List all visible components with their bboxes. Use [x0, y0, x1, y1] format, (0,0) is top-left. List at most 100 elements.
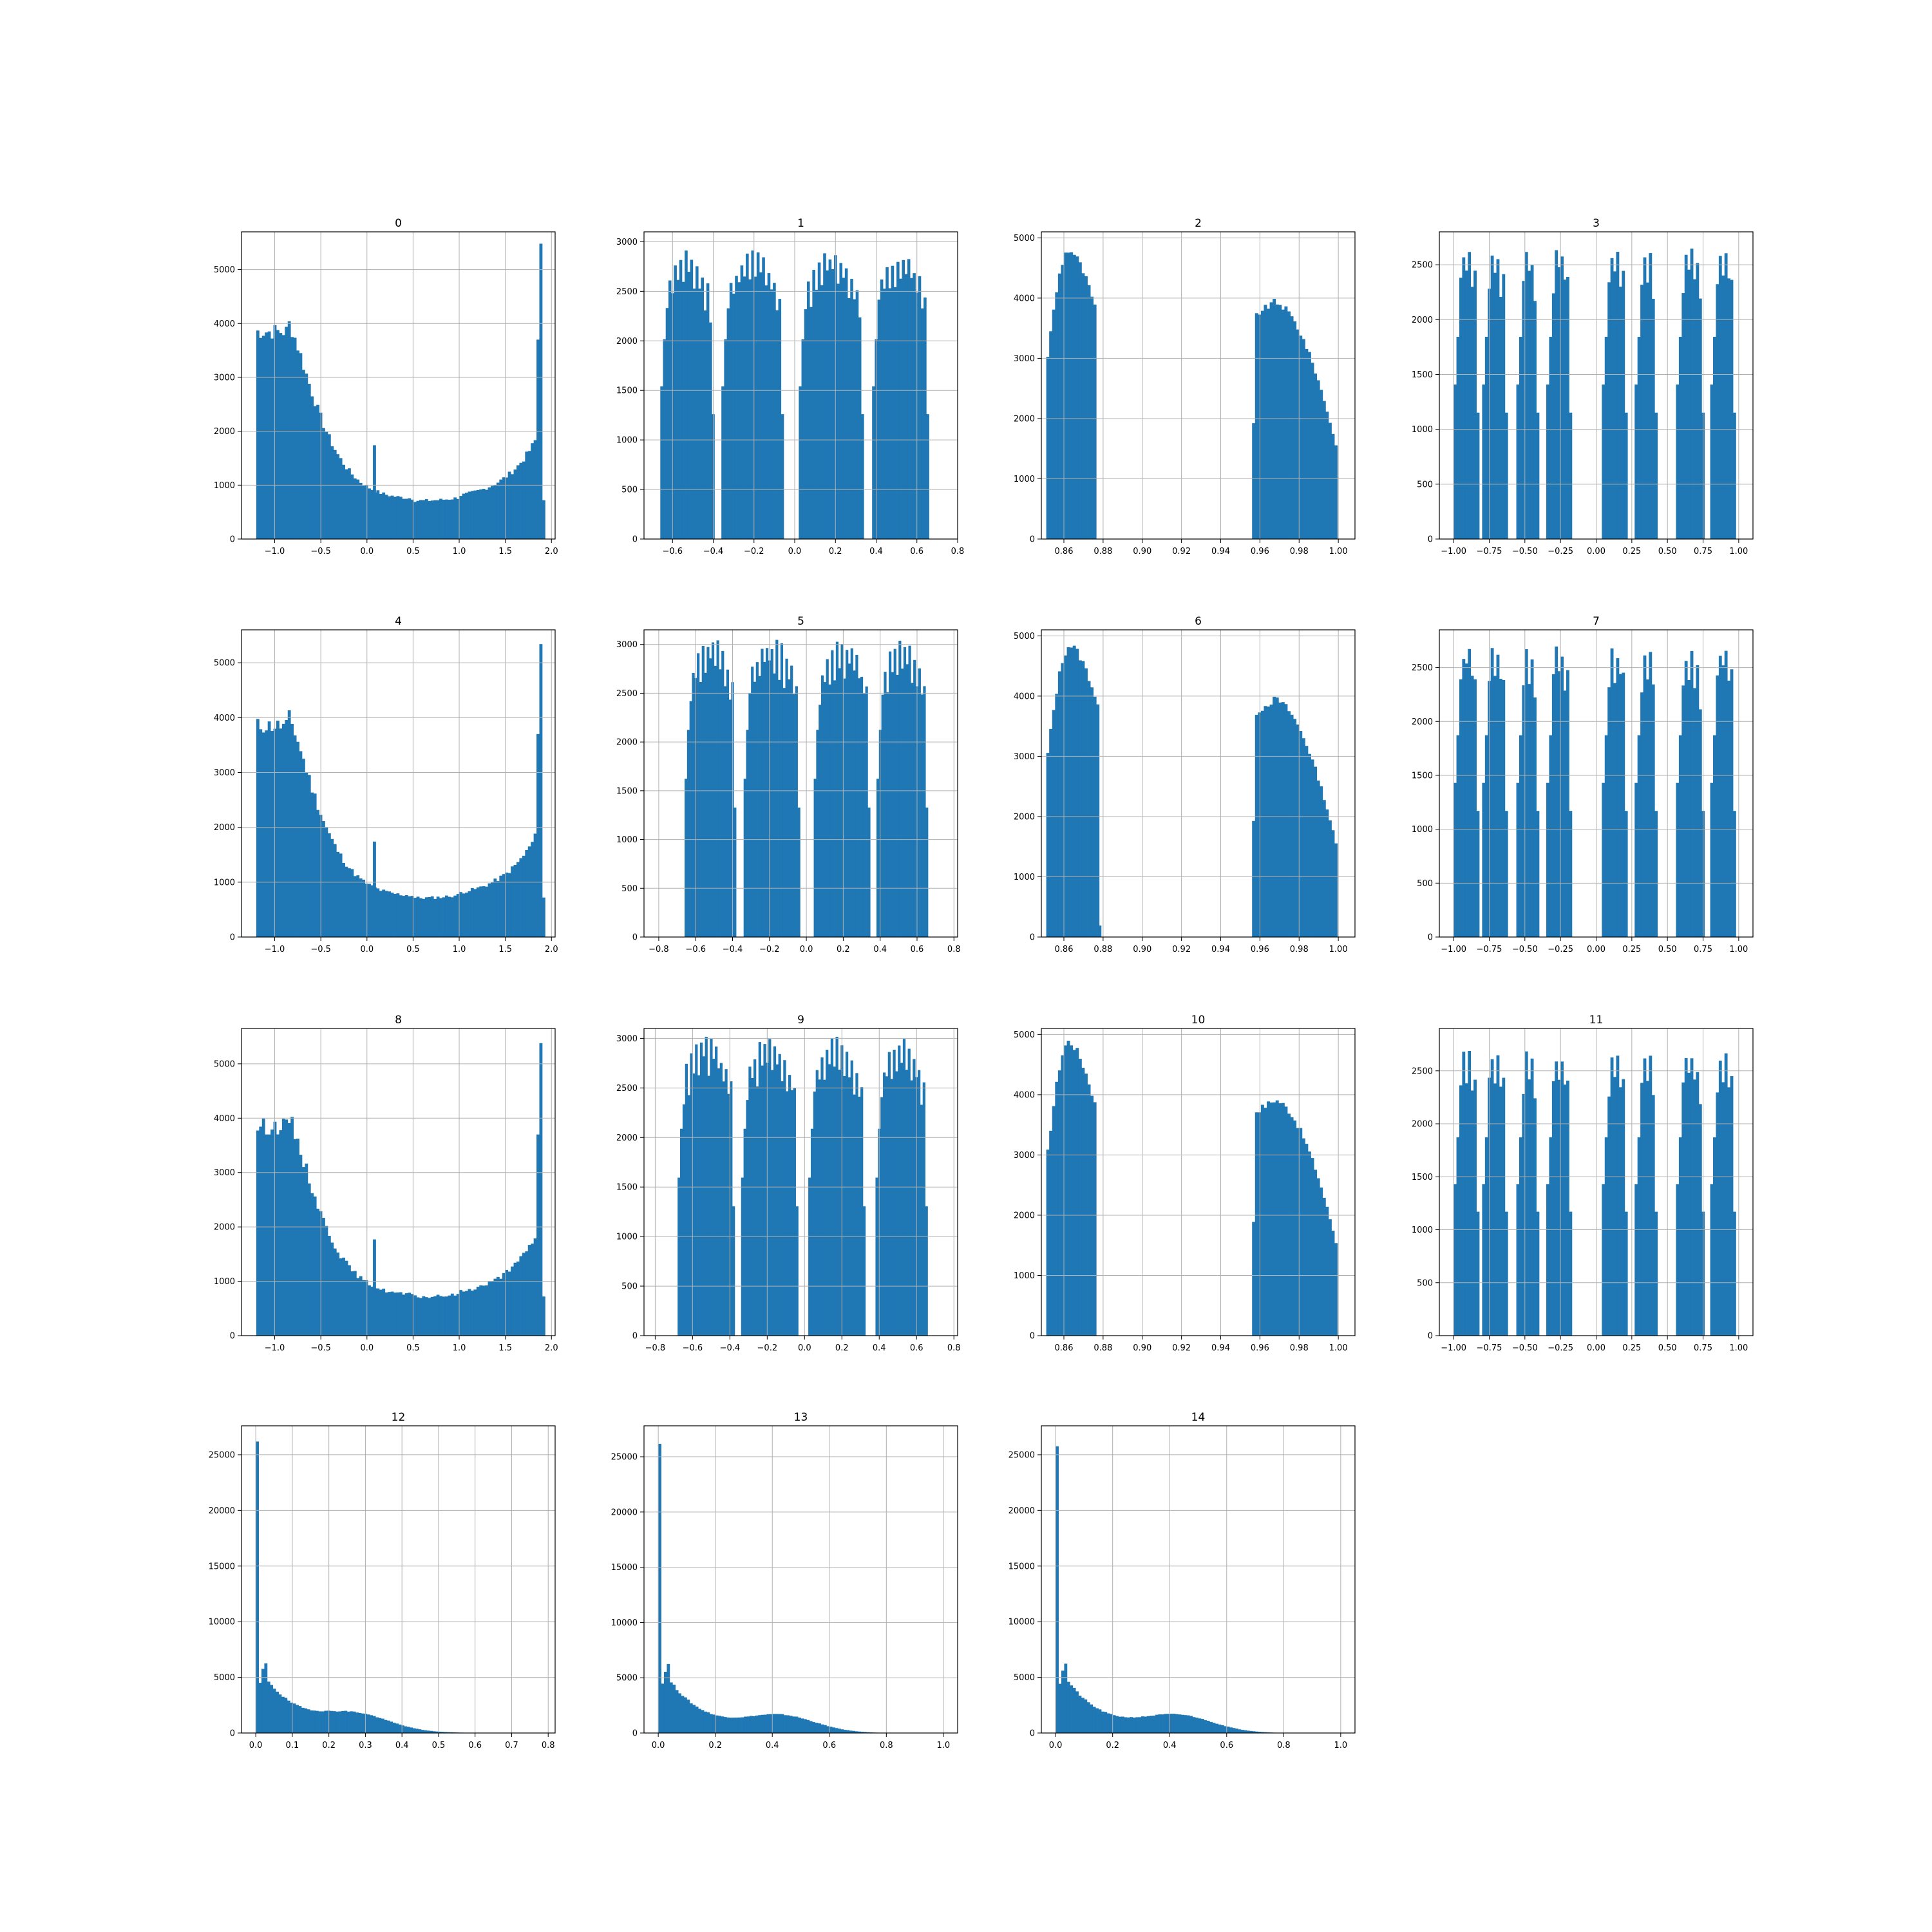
histogram-bar [783, 1715, 787, 1733]
histogram-bar [265, 332, 269, 539]
histogram-bar [755, 662, 759, 937]
histogram-bar [838, 1069, 841, 1336]
histogram-bar [771, 1070, 774, 1336]
histogram-bar [333, 844, 337, 937]
histogram-bar [1320, 390, 1323, 539]
histogram-bar [1676, 384, 1680, 539]
histogram-bar [1260, 710, 1264, 937]
histogram-bar [493, 1278, 497, 1336]
histogram-bar [1264, 1732, 1267, 1733]
histogram-bar [785, 658, 788, 937]
histogram-bar [833, 1066, 836, 1336]
histogram-bar [531, 842, 535, 937]
histogram-bar [855, 290, 859, 539]
histogram-bar [1302, 1138, 1305, 1336]
histogram-bar [368, 488, 371, 539]
histogram-bar [844, 268, 848, 539]
histogram-bar [812, 270, 815, 539]
histogram-bar [893, 1049, 896, 1336]
histogram-bar [920, 1104, 923, 1336]
histogram-bar [382, 492, 386, 539]
histogram-title: 14 [1191, 1411, 1206, 1424]
histogram-bar [479, 886, 483, 937]
histogram-bar [386, 1720, 390, 1733]
y-tick-label: 25000 [209, 1450, 235, 1460]
histogram-bar [1322, 800, 1326, 937]
histogram-bar [775, 639, 779, 937]
histogram-bar [1566, 670, 1569, 937]
y-tick-label: 1000 [1014, 475, 1035, 484]
histogram-bar [1057, 273, 1061, 539]
x-tick-label: 0.0 [652, 1741, 665, 1750]
histogram-bar [333, 1248, 337, 1336]
histogram-bar [1307, 753, 1311, 937]
histogram-bar [1058, 1683, 1062, 1733]
histogram-bar [850, 648, 853, 937]
histogram-bar [479, 1285, 483, 1336]
histogram-bar [1258, 1732, 1262, 1733]
x-tick-label: −0.50 [1512, 1343, 1538, 1353]
histogram-bar [345, 1260, 348, 1336]
histogram-bar [1311, 1158, 1314, 1336]
x-tick-label: 0.7 [505, 1741, 518, 1750]
histogram-bar [356, 479, 360, 539]
x-tick-label: 0.00 [1587, 1343, 1605, 1353]
x-tick-label: −0.4 [723, 945, 743, 954]
histogram-bar [687, 730, 690, 937]
histogram-bar [766, 1714, 770, 1733]
histogram-bar [1212, 1723, 1216, 1733]
histogram-bar [1204, 1720, 1208, 1733]
histogram-bar [1549, 337, 1553, 539]
histogram-bar [855, 1073, 858, 1336]
histogram-bar [1152, 1716, 1156, 1733]
histogram-bar [402, 1294, 406, 1336]
histogram-bar [453, 497, 457, 539]
histogram-bar [853, 299, 857, 539]
histogram-bar [828, 684, 831, 937]
y-tick-label: 0 [632, 535, 638, 545]
y-tick-label: 1000 [1412, 1226, 1433, 1235]
histogram-title: 3 [1593, 217, 1600, 230]
histogram-bar [1264, 1108, 1267, 1336]
y-tick-label: 1500 [1412, 370, 1433, 380]
histogram-bar [1468, 252, 1472, 539]
histogram-bar [448, 499, 451, 539]
histogram-bar [884, 672, 887, 937]
histogram-bar [1607, 687, 1611, 937]
histogram-bar [516, 862, 520, 937]
x-tick-label: 0.75 [1694, 547, 1712, 556]
histogram-bar [399, 895, 402, 937]
histogram-bar [1252, 1731, 1256, 1733]
histogram-bar [324, 1710, 328, 1733]
histogram-bar [1072, 254, 1076, 539]
histogram-bar [775, 1064, 779, 1336]
histogram-bar [1716, 284, 1719, 539]
histogram-bar [361, 1713, 365, 1733]
histogram-bar [353, 876, 357, 937]
histogram-bar [781, 414, 784, 539]
histogram-bar [375, 1717, 379, 1733]
histogram-bar [1115, 1716, 1119, 1733]
histogram-bar [1322, 401, 1326, 539]
histogram-bar [373, 1239, 376, 1336]
histogram-bar [473, 1289, 477, 1336]
histogram-bar [1654, 1211, 1658, 1336]
histogram-bar [1258, 314, 1262, 539]
histogram-bar [359, 1276, 363, 1336]
histogram-bar [428, 896, 431, 937]
x-tick-label: −0.6 [685, 945, 706, 954]
histogram-bar [893, 287, 897, 539]
histogram-bar [692, 1073, 696, 1336]
histogram-bar [1696, 665, 1700, 937]
histogram-bar [290, 1702, 294, 1733]
histogram-bar [333, 450, 337, 539]
histogram-bar [341, 1710, 345, 1733]
histogram-bar [820, 1057, 824, 1336]
histogram-bar [287, 1123, 291, 1336]
histogram-bar [828, 1064, 831, 1336]
histogram-bar [413, 898, 417, 937]
histogram-bar [724, 1069, 728, 1336]
histogram-bar [1269, 1102, 1273, 1336]
histogram-bar [462, 893, 466, 937]
histogram-bar [1252, 1222, 1256, 1336]
